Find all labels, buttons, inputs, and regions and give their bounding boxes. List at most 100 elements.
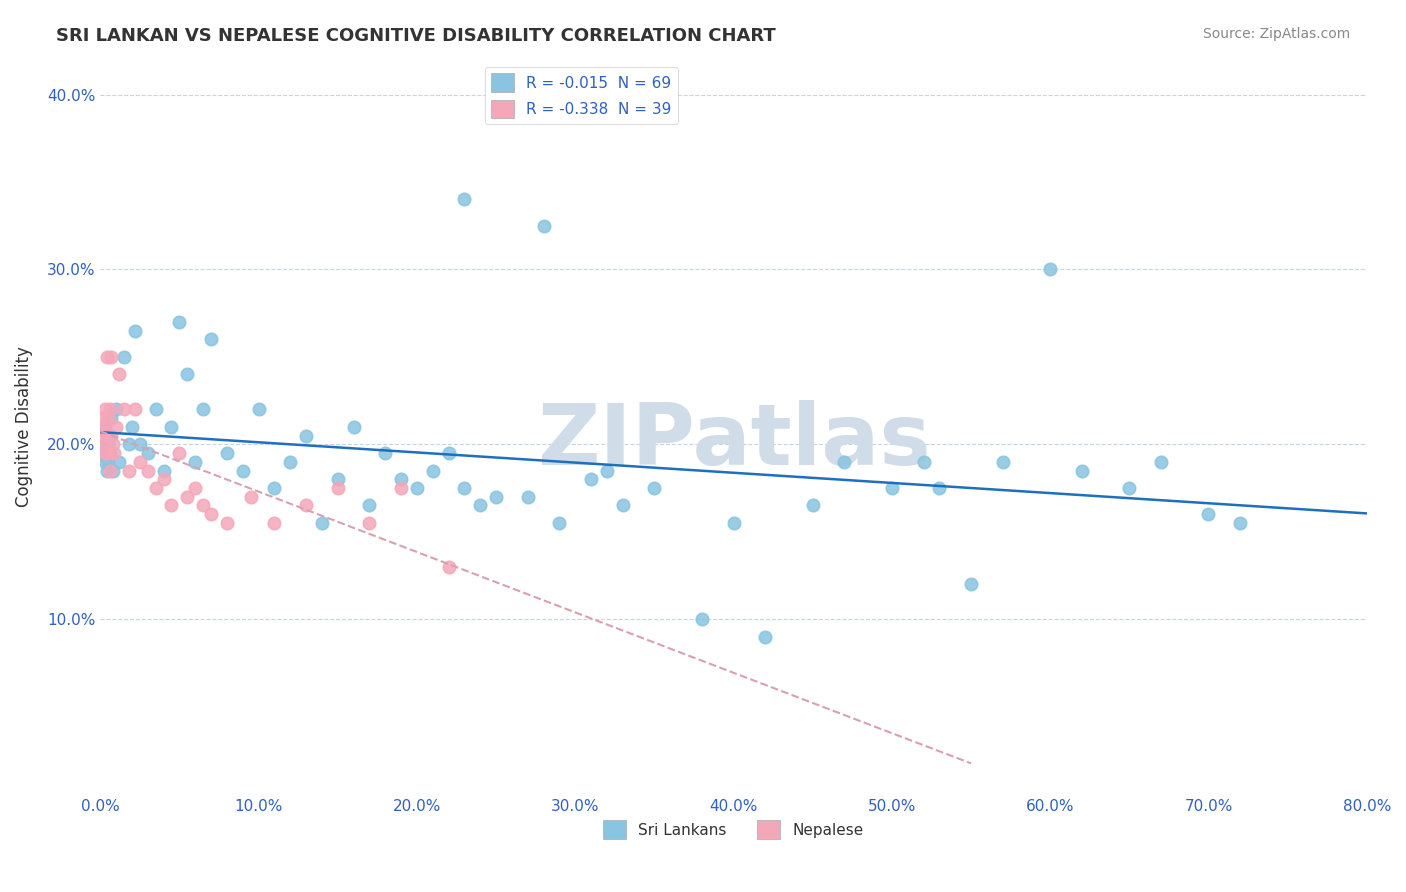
Point (96, 350, 118, 364)
Point (1150, 455, 1173, 469)
Point (326, 472, 349, 486)
Point (118, 463, 141, 477)
Point (118, 437, 141, 451)
Point (215, 446, 238, 460)
Point (96, 463, 118, 477)
Point (103, 446, 125, 460)
Point (342, 419, 364, 434)
Text: SRI LANKAN VS NEPALESE COGNITIVE DISABILITY CORRELATION CHART: SRI LANKAN VS NEPALESE COGNITIVE DISABIL… (56, 27, 776, 45)
Point (124, 402, 146, 417)
Point (1039, 262, 1062, 277)
Point (801, 499, 824, 513)
Text: ZIPatlas: ZIPatlas (537, 400, 931, 483)
Point (100, 411, 122, 425)
Point (100, 428, 122, 442)
Point (912, 455, 935, 469)
Point (295, 428, 318, 442)
Point (90, 428, 112, 442)
Point (374, 446, 396, 460)
Point (97, 437, 120, 451)
Legend: Sri Lankans, Nepalese: Sri Lankans, Nepalese (598, 814, 870, 845)
Point (690, 612, 713, 626)
Point (422, 463, 444, 477)
Point (108, 455, 131, 469)
Point (145, 402, 167, 417)
Point (754, 630, 776, 644)
Point (200, 332, 222, 346)
Point (136, 463, 159, 477)
Point (136, 446, 159, 460)
Point (200, 507, 222, 521)
Point (112, 402, 135, 417)
Point (191, 499, 214, 513)
Point (928, 481, 950, 495)
Point (101, 437, 124, 451)
Point (311, 516, 333, 530)
Point (100, 350, 122, 364)
Point (90, 419, 112, 434)
Point (453, 481, 475, 495)
Point (263, 516, 285, 530)
Point (97, 411, 120, 425)
Point (359, 499, 381, 513)
Point (160, 499, 183, 513)
Point (612, 499, 634, 513)
Point (548, 516, 571, 530)
Point (1229, 516, 1251, 530)
Point (90, 446, 112, 460)
Point (145, 481, 167, 495)
Point (437, 446, 460, 460)
Point (643, 481, 665, 495)
Point (94, 455, 117, 469)
Point (97, 446, 120, 460)
Point (128, 437, 150, 451)
Point (124, 324, 146, 338)
Point (93, 437, 115, 451)
Point (101, 463, 124, 477)
Point (152, 463, 174, 477)
Point (169, 315, 191, 329)
Point (239, 490, 262, 504)
Point (98, 463, 121, 477)
Point (880, 481, 903, 495)
Point (184, 455, 207, 469)
Point (93, 411, 115, 425)
Point (389, 472, 412, 486)
Point (93, 437, 115, 451)
Point (723, 516, 745, 530)
Point (98, 446, 121, 460)
Point (1118, 481, 1140, 495)
Point (991, 455, 1014, 469)
Text: Source: ZipAtlas.com: Source: ZipAtlas.com (1202, 27, 1350, 41)
Y-axis label: Cognitive Disability: Cognitive Disability (15, 346, 32, 508)
Point (359, 516, 381, 530)
Point (96, 428, 118, 442)
Point (389, 481, 412, 495)
Point (176, 490, 198, 504)
Point (406, 481, 429, 495)
Point (94, 402, 117, 417)
Point (105, 402, 128, 417)
Point (1070, 463, 1092, 477)
Point (191, 402, 214, 417)
Point (128, 455, 150, 469)
Point (485, 490, 508, 504)
Point (326, 481, 349, 495)
Point (247, 402, 270, 417)
Point (169, 446, 191, 460)
Point (184, 481, 207, 495)
Point (596, 463, 619, 477)
Point (278, 455, 301, 469)
Point (834, 455, 856, 469)
Point (295, 499, 318, 513)
Point (94, 446, 117, 460)
Point (176, 368, 198, 382)
Point (960, 577, 983, 591)
Point (94, 419, 117, 434)
Point (215, 516, 238, 530)
Point (516, 490, 538, 504)
Point (453, 193, 475, 207)
Point (112, 350, 135, 364)
Point (437, 559, 460, 574)
Point (97, 455, 120, 469)
